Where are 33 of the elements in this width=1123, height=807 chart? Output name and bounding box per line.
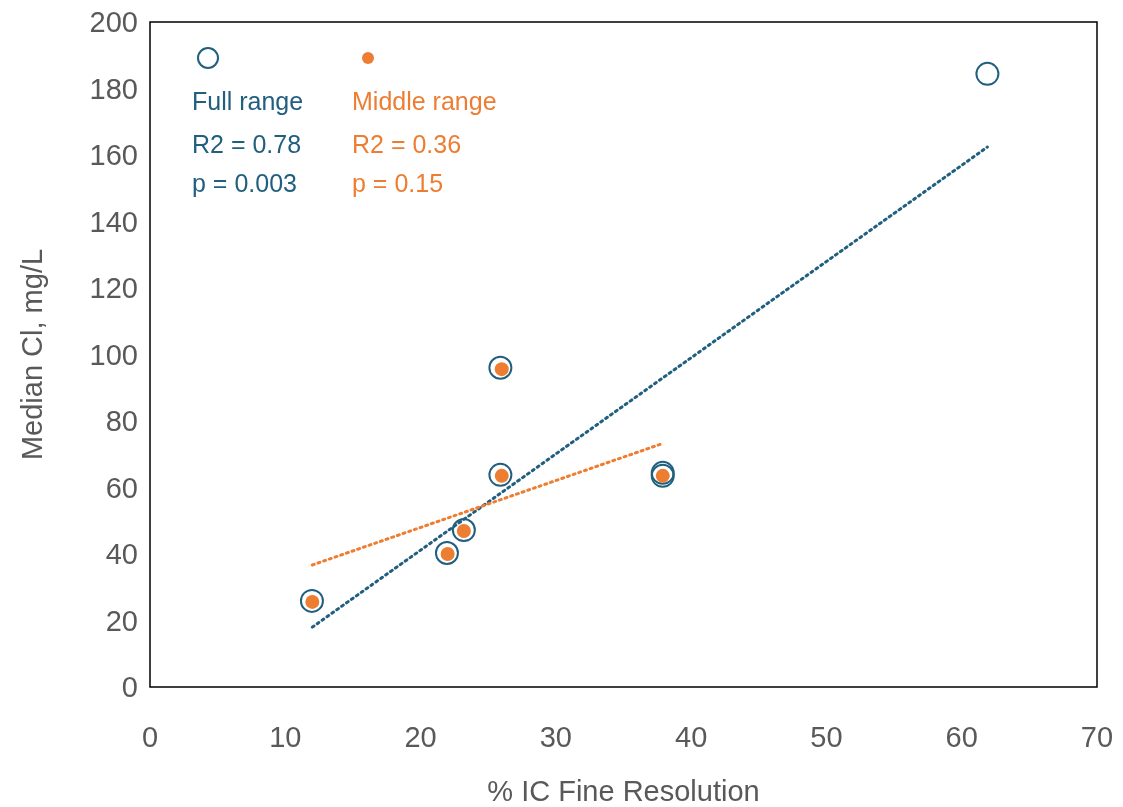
annotation: R2 = 0.78 [192, 130, 302, 158]
y-tick-label: 40 [105, 538, 138, 570]
x-tick-label: 50 [810, 721, 843, 753]
point [434, 541, 459, 565]
x-tick-label: 40 [675, 721, 708, 753]
x-tick-label: 20 [404, 721, 437, 753]
y-tick-label: 160 [89, 139, 138, 171]
point [299, 588, 324, 613]
y-tick-label: 20 [105, 604, 138, 637]
annotation: R2 = 0.36 [352, 130, 462, 158]
x-tick-label: 0 [141, 721, 159, 753]
y-tick-label: 60 [105, 471, 138, 504]
x-tick-label: 10 [269, 721, 302, 753]
y-tick-label: 100 [89, 338, 138, 371]
y-tick-label: 180 [89, 72, 138, 105]
x-tick-label: 70 [1080, 721, 1114, 753]
annotation: p = 0.003 [192, 169, 297, 197]
legend-label: Middle range [352, 87, 497, 115]
annotation: p = 0.15 [352, 169, 444, 197]
y-axis-title: Median Cl, mg/L [16, 248, 48, 461]
y-tick-label: 140 [89, 205, 138, 238]
x-tick-label: 60 [945, 721, 978, 753]
x-axis-title: % IC Fine Resolution [487, 775, 760, 807]
y-tick-label: 200 [89, 6, 138, 38]
y-tick-label: 0 [121, 671, 138, 703]
point [488, 355, 513, 380]
legend-label: Full range [192, 87, 304, 115]
y-tick-label: 120 [89, 272, 138, 304]
point [975, 61, 1000, 86]
y-tick-label: 80 [105, 405, 138, 437]
point [451, 518, 476, 543]
x-tick-label: 30 [539, 721, 572, 753]
point [488, 462, 513, 487]
